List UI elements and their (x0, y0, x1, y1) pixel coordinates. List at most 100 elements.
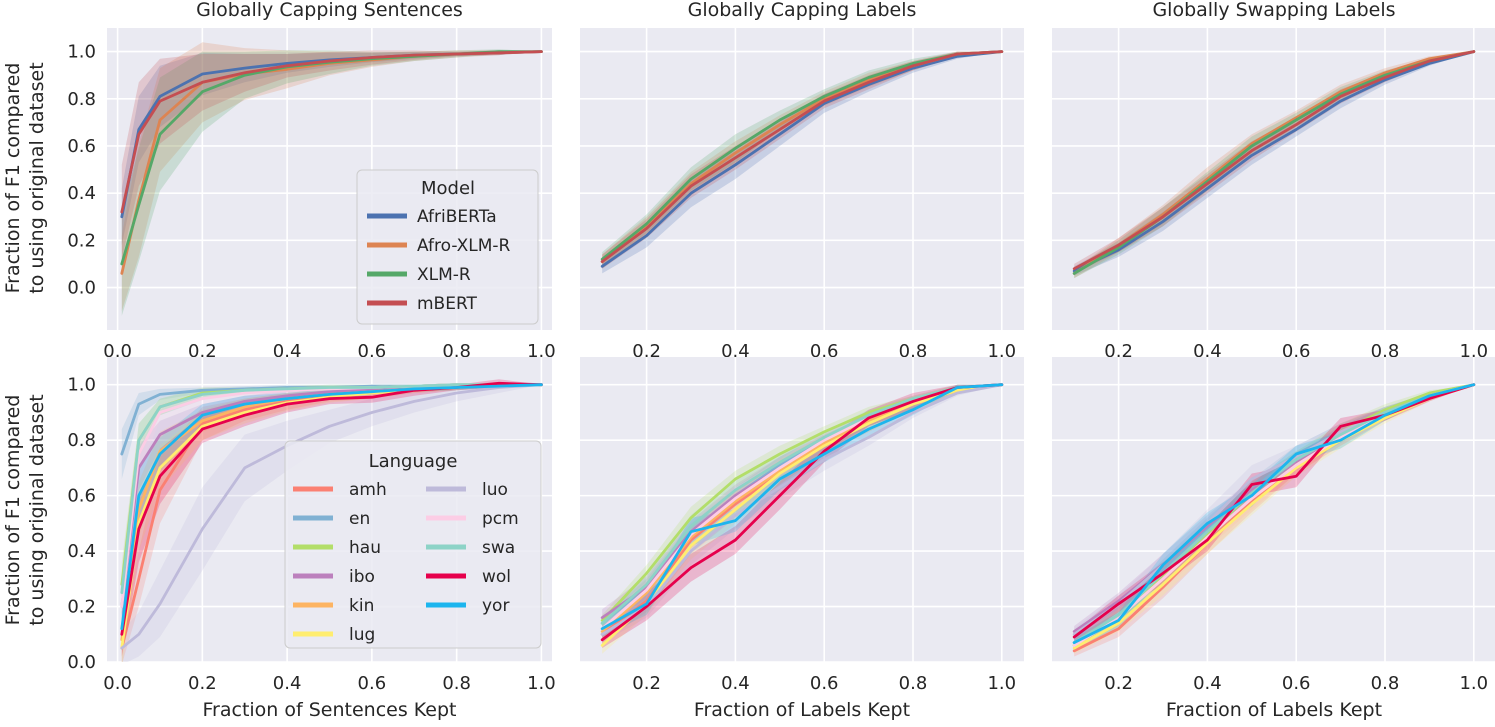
x-tick-label: 0.2 (1104, 673, 1133, 694)
legend-title: Model (421, 178, 475, 199)
legend-label-wol: wol (482, 567, 511, 587)
band-afro-xlm-r (121, 42, 542, 312)
panel-title: Globally Capping Labels (688, 0, 917, 21)
x-axis-label: Fraction of Labels Kept (1166, 699, 1382, 721)
line-wol (600, 383, 1004, 642)
y-axis-label-bottom-line1: Fraction of F1 compared (2, 395, 24, 626)
panel-3: 0.2 0.4 0.6 0.8 1.0 Globally Swapping Labels (1052, 0, 1495, 362)
y-tick-label: 0.0 (67, 278, 96, 299)
x-tick-label: 1.0 (527, 341, 556, 362)
line-luo (120, 383, 543, 650)
line-afriberta (1072, 50, 1476, 273)
series-group (120, 42, 543, 316)
band-pcm (121, 383, 542, 629)
panel-2: 0.2 0.4 0.6 0.8 1.0 Globally Capping Labels (580, 0, 1024, 362)
legend-label-xlm-r: XLM-R (417, 265, 471, 285)
language-legend: Language amh en hau ibo kin lug luo pcm swa wol yor (284, 440, 542, 649)
x-tick-label: 0.2 (1104, 341, 1133, 362)
x-axis-label: Fraction of Sentences Kept (203, 699, 457, 721)
x-tick-label: 1.0 (1459, 673, 1488, 694)
x-tick-label: 0.8 (899, 673, 928, 694)
x-tick-label: 0.4 (1193, 341, 1222, 362)
series-group (1072, 50, 1476, 279)
legend-label-afriberta: AfriBERTa (417, 207, 497, 227)
y-axis-label-top-line1: Fraction of F1 compared (2, 63, 24, 294)
x-tick-label: 1.0 (1459, 341, 1488, 362)
legend-label-pcm: pcm (482, 509, 519, 529)
x-tick-label: 0.2 (632, 341, 661, 362)
legend-label-afro-xlm-r: Afro-XLM-R (417, 236, 511, 256)
x-tick-label: 0.4 (721, 341, 750, 362)
x-tick-label: 1.0 (987, 341, 1016, 362)
y-tick-label: 0.2 (67, 230, 96, 251)
y-tick-label: 0.4 (67, 183, 96, 204)
x-tick-label: 0.8 (899, 341, 928, 362)
y-tick-label: 1.0 (67, 42, 96, 63)
y-tick-label: 0.0 (67, 652, 96, 673)
x-tick-label: 1.0 (527, 673, 556, 694)
line-mbert (120, 50, 543, 214)
panels: 0.0 0.2 0.4 0.6 0.8 1.0 0.0 0.2 0.4 0.6 0.8 1.0 Glob… (67, 0, 1495, 721)
band-yor (602, 384, 1002, 637)
y-tick-label: 0.4 (67, 541, 96, 562)
legend-label-yor: yor (482, 596, 509, 616)
line-afriberta (600, 50, 1004, 268)
panel-6: 0.2 0.4 0.6 0.8 1.0 Fraction of Labels Kept (1052, 357, 1495, 721)
legend-label-amh: amh (349, 480, 387, 500)
x-tick-label: 0.4 (1193, 673, 1222, 694)
plot-background (580, 357, 1024, 662)
legend-label-kin: kin (349, 596, 374, 616)
x-tick-label: 1.0 (987, 673, 1016, 694)
x-tick-label: 0.2 (188, 341, 217, 362)
y-tick-label: 0.2 (67, 597, 96, 618)
legend-label-swa: swa (482, 538, 515, 558)
band-afriberta (121, 50, 542, 246)
legend-label-mbert: mBERT (417, 294, 478, 314)
line-mbert (1072, 50, 1476, 271)
legend-label-en: en (349, 509, 370, 529)
x-tick-label: 0.6 (358, 341, 387, 362)
x-tick-label: 0.4 (273, 673, 302, 694)
x-tick-label: 0.2 (632, 673, 661, 694)
x-tick-label: 0.6 (1282, 341, 1311, 362)
legend-frame (284, 440, 542, 649)
panel-title: Globally Capping Sentences (196, 0, 463, 21)
band-amh (1074, 384, 1474, 657)
series-group (120, 379, 543, 662)
x-tick-label: 0.2 (188, 673, 217, 694)
series-group (1072, 383, 1476, 657)
y-tick-label: 0.6 (67, 136, 96, 157)
legend-label-luo: luo (482, 480, 508, 500)
band-wol (602, 384, 1002, 649)
y-tick-label: 1.0 (67, 375, 96, 396)
band-luo (602, 384, 1002, 643)
line-yor (1072, 383, 1476, 644)
panel-title: Globally Swapping Labels (1152, 0, 1395, 21)
band-xlm-r (1074, 51, 1474, 279)
legend-frame (356, 169, 539, 325)
x-tick-label: 0.4 (273, 341, 302, 362)
x-axis-label: Fraction of Labels Kept (694, 699, 910, 721)
y-tick-label: 0.8 (67, 89, 96, 110)
y-tick-label: 0.6 (67, 486, 96, 507)
line-yor (600, 383, 1004, 631)
model-legend: Model AfriBERTa Afro-XLM-R XLM-R mBERT (356, 169, 539, 325)
legend-label-hau: hau (349, 538, 381, 558)
band-ibo (1074, 384, 1474, 637)
series-group (600, 50, 1004, 274)
x-tick-label: 0.8 (442, 673, 471, 694)
x-tick-label: 0.6 (810, 673, 839, 694)
legend-label-lug: lug (349, 625, 375, 645)
x-tick-label: 0.6 (358, 673, 387, 694)
x-tick-label: 0.4 (721, 673, 750, 694)
x-tick-label: 0.0 (103, 673, 132, 694)
band-luo (1074, 384, 1474, 640)
band-afriberta (1074, 51, 1474, 276)
line-swa (120, 383, 543, 595)
series-group (600, 383, 1004, 654)
y-axis-label-bottom-line2: to using original dataset (26, 394, 48, 625)
plot-background (580, 28, 1024, 330)
x-tick-label: 0.8 (442, 341, 471, 362)
x-tick-label: 0.8 (1371, 341, 1400, 362)
